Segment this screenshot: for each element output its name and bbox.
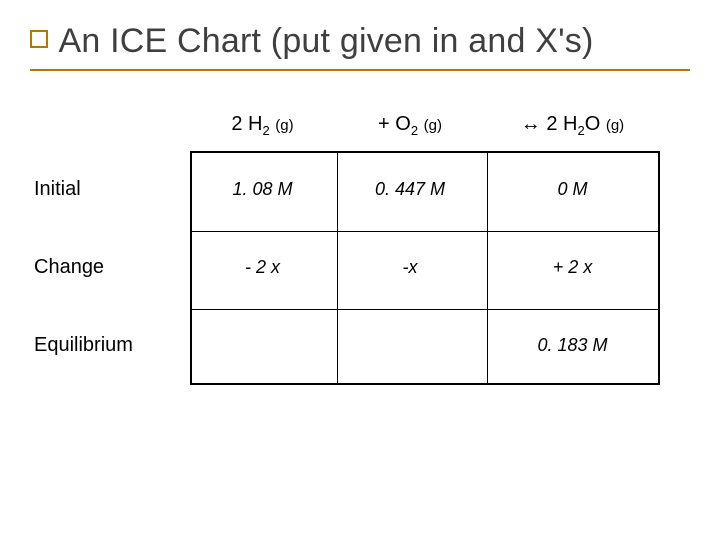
cell-change-c3: + 2 x	[485, 257, 660, 278]
col3-species: 2 H	[546, 113, 577, 135]
row-label-equilibrium: Equilibrium	[30, 334, 190, 357]
ice-grid: 2 H2 (g) + O2 (g) ↔ 2 H2O (g) Initial 1.…	[30, 101, 690, 385]
cell-change-c1: - 2 x	[190, 257, 335, 278]
col-header-3: ↔ 2 H2O (g)	[485, 113, 660, 138]
title-underline	[30, 69, 690, 71]
ice-content: 2 H2 (g) + O2 (g) ↔ 2 H2O (g) Initial 1.…	[30, 101, 690, 385]
col3-prefix: ↔	[521, 113, 547, 135]
cell-change-c2: -x	[335, 257, 485, 278]
col-header-2: + O2 (g)	[335, 113, 485, 138]
row-label-initial: Initial	[30, 178, 190, 201]
col2-phase: (g)	[424, 117, 442, 134]
col1-sub: 2	[262, 123, 269, 138]
col1-phase: (g)	[275, 117, 293, 134]
col1-species: 2 H	[231, 113, 262, 135]
slide-title: An ICE Chart (put given in and X's)	[58, 22, 593, 60]
col2-sub: 2	[411, 123, 418, 138]
row-label-change: Change	[30, 256, 190, 279]
bullet-square-icon	[30, 30, 48, 48]
col3-sub: 2	[577, 123, 584, 138]
col2-species: + O	[378, 113, 411, 135]
col-header-1: 2 H2 (g)	[190, 113, 335, 138]
cell-initial-c3: 0 M	[485, 179, 660, 200]
col3-phase: (g)	[606, 117, 624, 134]
col3-species2: O	[585, 113, 601, 135]
slide: An ICE Chart (put given in and X's) 2 H2…	[0, 0, 720, 540]
cell-initial-c1: 1. 08 M	[190, 179, 335, 200]
cell-initial-c2: 0. 447 M	[335, 179, 485, 200]
cell-equilibrium-c3: 0. 183 M	[485, 335, 660, 356]
title-block: An ICE Chart (put given in and X's)	[30, 20, 690, 71]
